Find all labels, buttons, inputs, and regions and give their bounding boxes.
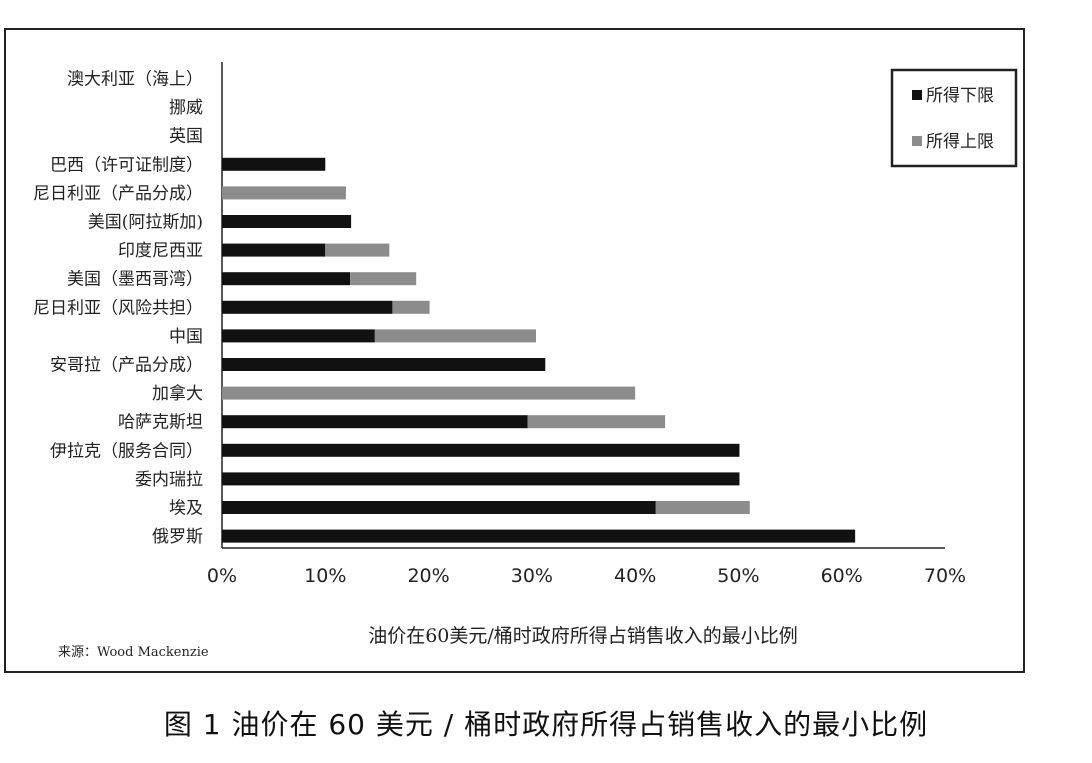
category-label: 巴西（许可证制度） [50,155,203,175]
bar-upper-bound [222,186,346,200]
x-tick-labels: 0% 10% 20% 30% 40% 50% 60% 70% [207,565,966,587]
bar-lower-bound [222,415,528,429]
category-label: 澳大利亚（海上） [67,70,203,90]
category-label: 美国（墨西哥湾） [67,270,203,290]
x-tick-label: 30% [511,565,553,587]
x-tick-label: 60% [821,565,863,587]
category-label: 安哥拉（产品分成） [50,356,203,376]
category-label: 哈萨克斯坦 [118,413,203,433]
chart-frame [4,28,1025,673]
x-axis-title: 油价在60美元/桶时政府所得占销售收入的最小比例 [368,625,798,647]
bar-upper-bound [527,415,666,429]
category-label: 印度尼西亚 [118,241,203,261]
x-tick-label: 10% [304,565,346,587]
category-label: 英国 [169,127,203,147]
category-label: 伊拉克（服务合同） [50,441,203,461]
bar-lower-bound [222,157,326,171]
category-label: 俄罗斯 [152,527,203,547]
bar-lower-bound [222,529,856,543]
source-note: 来源：Wood Mackenzie [58,645,209,660]
legend-box [890,68,1018,168]
bar-upper-bound [325,243,390,257]
bar-lower-bound [222,329,375,343]
category-label: 中国 [169,327,203,347]
category-label: 挪威 [169,98,203,118]
legend-swatch-lower [912,90,922,100]
bars-group [222,157,856,543]
legend-swatch-upper [912,136,922,146]
bar-lower-bound [222,501,656,514]
x-tick-label: 0% [207,565,237,587]
bar-lower-bound [222,358,546,371]
category-label: 埃及 [169,499,203,519]
category-label: 委内瑞拉 [135,470,203,490]
category-label: 美国(阿拉斯加) [88,213,203,233]
bar-upper-bound [374,329,536,343]
bar-lower-bound [222,272,351,286]
bar-lower-bound [222,300,393,314]
category-label: 尼日利亚（风险共担） [33,298,203,318]
category-label: 尼日利亚（产品分成） [33,184,203,204]
x-tick-label: 70% [924,565,966,587]
bar-upper-bound [350,272,417,286]
bar-upper-bound [392,300,430,314]
category-label: 加拿大 [152,383,203,404]
bar-lower-bound [222,472,740,486]
bar-lower-bound [222,215,352,228]
legend: 所得下限 所得上限 [890,68,1018,168]
x-tick-label: 20% [407,565,449,587]
x-tick-label: 40% [614,565,656,587]
bar-upper-bound [222,386,636,400]
bar-lower-bound [222,243,326,257]
figure-caption: 图 1 油价在 60 美元 / 桶时政府所得占销售收入的最小比例 [163,708,929,741]
x-tick-label: 50% [717,565,759,587]
bar-lower-bound [222,443,740,457]
bar-upper-bound [655,501,750,514]
legend-label-upper: 所得上限 [926,132,994,152]
legend-label-lower: 所得下限 [926,86,994,106]
